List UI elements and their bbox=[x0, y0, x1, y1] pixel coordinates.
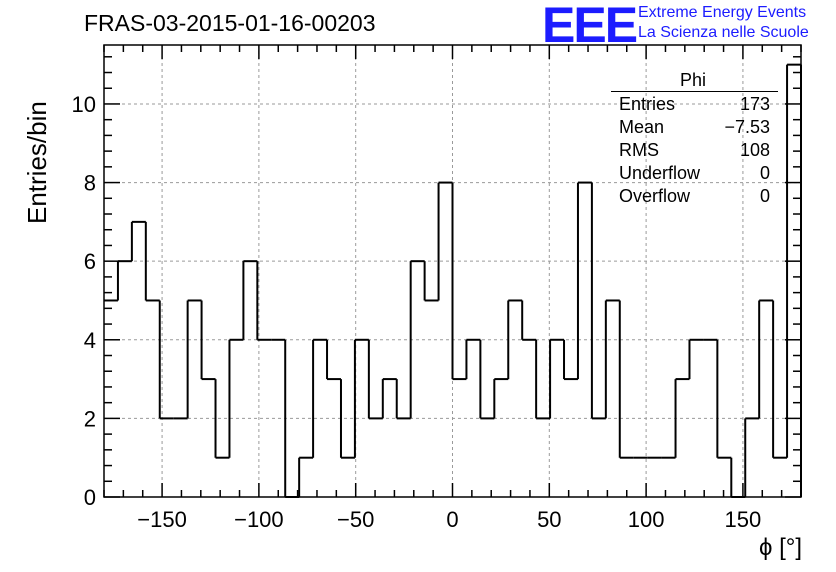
stat-label: RMS bbox=[619, 140, 659, 160]
stat-value: 108 bbox=[739, 140, 770, 160]
stat-label: Overflow bbox=[619, 186, 691, 206]
stat-label: Mean bbox=[619, 117, 665, 137]
y-tick-label: 8 bbox=[84, 171, 96, 196]
x-tick-label: 0 bbox=[446, 507, 458, 532]
stat-label: Underflow bbox=[619, 163, 701, 183]
y-axis-label: Entries/bin bbox=[22, 101, 52, 224]
x-tick-label: 50 bbox=[537, 507, 561, 532]
y-tick-label: 0 bbox=[84, 485, 96, 510]
stat-value: 0 bbox=[759, 163, 770, 183]
y-tick-label: 10 bbox=[72, 92, 96, 117]
x-tick-label: 100 bbox=[628, 507, 665, 532]
stats-title: Phi bbox=[680, 70, 707, 90]
stat-value: 173 bbox=[739, 94, 770, 114]
x-axis-label: ϕ [°] bbox=[758, 534, 802, 561]
y-tick-label: 4 bbox=[84, 328, 96, 353]
stat-label: Entries bbox=[619, 94, 676, 114]
y-tick-label: 2 bbox=[84, 406, 96, 431]
x-tick-label: −100 bbox=[234, 507, 284, 532]
y-tick-label: 6 bbox=[84, 249, 96, 274]
eee-logo: EEE bbox=[542, 0, 638, 53]
x-tick-label: −50 bbox=[337, 507, 374, 532]
logo-line-1: Extreme Energy Events bbox=[638, 4, 807, 21]
x-tick-label: 150 bbox=[725, 507, 762, 532]
stat-value: 0 bbox=[759, 186, 770, 206]
logo-line-2: La Scienza nelle Scuole bbox=[638, 24, 809, 41]
stat-value: −7.53 bbox=[724, 117, 770, 137]
run-title: FRAS-03-2015-01-16-00203 bbox=[84, 10, 376, 36]
x-tick-label: −150 bbox=[137, 507, 187, 532]
stats-divider bbox=[611, 91, 778, 92]
